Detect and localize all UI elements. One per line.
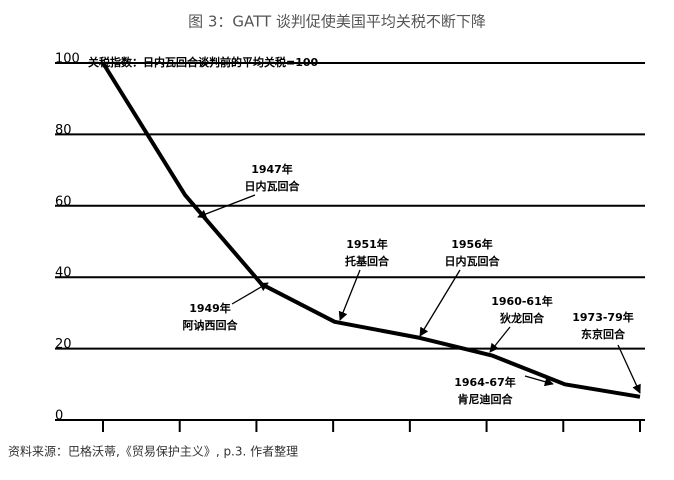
annotation-arrow: [419, 269, 461, 337]
annotation-arrow: [489, 326, 511, 353]
source: 资料来源：巴格沃蒂,《贸易保护主义》, p.3. 作者整理: [8, 444, 298, 459]
annotation: 狄龙回合: [499, 311, 545, 325]
annotation: 1960-61年: [491, 294, 553, 308]
annotation: 阿讷西回合: [183, 318, 239, 332]
annotation: 东京回合: [581, 327, 626, 341]
y-tick-label: 20: [55, 337, 72, 352]
annotation: 1964-67年: [454, 375, 516, 389]
annotation: 日内瓦回合: [245, 179, 301, 193]
annotation: 托基回合: [345, 254, 390, 268]
annotation-arrow: [197, 194, 256, 219]
y-tick-label: 40: [55, 266, 72, 281]
annotation: 肯尼迪回合: [458, 392, 514, 406]
chart-title: 图 3：GATT 谈判促使美国平均关税不断下降: [188, 13, 486, 31]
y-tick-label: 80: [55, 123, 72, 138]
annotation: 日内瓦回合: [445, 254, 501, 268]
y-tick-label: 60: [55, 194, 72, 209]
annotation: 1951年: [346, 237, 388, 251]
annotation-arrow: [231, 282, 269, 305]
annotation: 1956年: [451, 237, 493, 251]
annotation: 1949年: [189, 301, 231, 315]
y-tick-label: 100: [55, 52, 80, 67]
annotation-arrow: [617, 344, 641, 394]
annotation-arrow: [338, 269, 361, 321]
annotation: 1947年: [251, 162, 293, 176]
annotation-arrow: [524, 375, 554, 387]
line: [101, 61, 641, 399]
y-tick-label: 0: [55, 409, 63, 424]
annotation: 1973-79年: [572, 310, 634, 324]
